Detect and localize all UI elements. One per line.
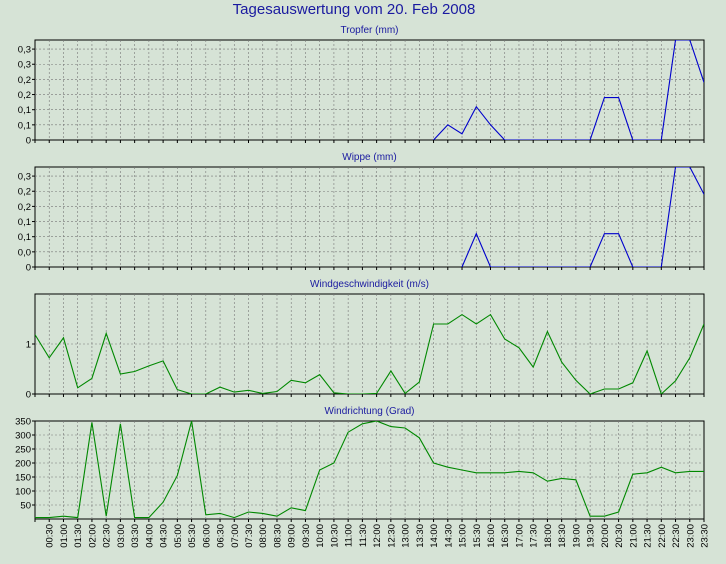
x-tick-label: 05:00 [173, 524, 184, 548]
x-tick-label: 06:30 [216, 524, 227, 548]
y-tick-label: 0,2 [18, 202, 31, 213]
x-tick-label: 17:00 [514, 524, 525, 548]
series-line-1 [433, 40, 704, 140]
x-tick-label: 01:00 [59, 524, 70, 548]
x-tick-label: 00:30 [45, 524, 56, 548]
x-tick-label: 22:00 [657, 524, 668, 548]
y-tick-label: 350 [15, 417, 31, 428]
y-tick-label: 300 [15, 431, 31, 442]
y-tick-label: 0,3 [18, 60, 31, 71]
x-tick-label: 23:00 [685, 524, 696, 548]
chart-panel-4: Windrichtung (Grad) 50 100 150 200 250 300 350 [15, 406, 705, 522]
panel-title: Windgeschwindigkeit (m/s) [310, 279, 429, 290]
x-tick-label: 05:30 [187, 524, 198, 548]
x-tick-label: 04:30 [159, 524, 170, 548]
y-tick-label: 250 [15, 445, 31, 456]
panel-title: Windrichtung (Grad) [324, 406, 414, 417]
x-tick-label: 21:30 [643, 524, 654, 548]
x-tick-label: 15:30 [472, 524, 483, 548]
x-tick-label: 01:30 [73, 524, 84, 548]
y-tick-label: 0,2 [18, 187, 31, 198]
page-title: Tagesauswertung vom 20. Feb 2008 [233, 1, 476, 18]
y-tick-label: 0,2 [18, 75, 31, 86]
series-line-1 [35, 313, 704, 394]
x-tick-label: 09:30 [301, 524, 312, 548]
x-tick-label: 21:00 [628, 524, 639, 548]
x-tick-label: 16:30 [500, 524, 511, 548]
x-tick-label: 03:00 [116, 524, 127, 548]
x-tick-label: 20:00 [600, 524, 611, 548]
y-tick-label: 0,1 [18, 217, 31, 228]
x-tick-label: 02:00 [87, 524, 98, 548]
panel-title: Wippe (mm) [342, 152, 396, 163]
chart-panel-3: Windgeschwindigkeit (m/s) 0 1 [26, 279, 705, 401]
x-tick-label: 15:00 [458, 524, 469, 548]
y-tick-label: 1 [26, 340, 31, 351]
y-tick-label: 0,1 [18, 232, 31, 243]
y-tick-label: 0 [26, 136, 31, 147]
x-tick-label: 20:30 [614, 524, 625, 548]
x-tick-label: 19:00 [571, 524, 582, 548]
x-tick-label: 08:30 [272, 524, 283, 548]
chart-panel-1: Tropfer (mm) 0 0,1 0,1 0,2 0,2 0,3 0,3 [18, 25, 705, 147]
y-tick-label: 200 [15, 459, 31, 470]
x-tick-label: 10:30 [329, 524, 340, 548]
y-tick-label: 0,3 [18, 45, 31, 56]
y-tick-label: 0,1 [18, 105, 31, 116]
x-tick-label: 03:30 [130, 524, 141, 548]
plot-area [34, 39, 705, 141]
x-tick-label: 13:30 [415, 524, 426, 548]
x-tick-label: 14:30 [443, 524, 454, 548]
y-tick-label: 0 [26, 390, 31, 401]
y-tick-label: 150 [15, 473, 31, 484]
series-line-1 [35, 421, 704, 519]
plot-area [34, 420, 705, 520]
chart-panel-2: Wippe (mm) 0 0,0 0,1 0,1 0,2 0,2 0,3 [18, 152, 705, 274]
panel-title: Tropfer (mm) [341, 25, 399, 36]
y-tick-label: 100 [15, 487, 31, 498]
x-tick-label: 04:00 [144, 524, 155, 548]
x-tick-label: 07:30 [244, 524, 255, 548]
y-tick-label: 0 [26, 263, 31, 274]
y-tick-label: 0,2 [18, 90, 31, 101]
x-tick-label: 13:00 [401, 524, 412, 548]
y-tick-label: 0,0 [18, 247, 31, 258]
x-tick-label: 09:00 [287, 524, 298, 548]
x-tick-label: 16:00 [486, 524, 497, 548]
y-tick-label: 50 [20, 501, 31, 512]
x-tick-label: 17:30 [529, 524, 540, 548]
series-line-1 [461, 167, 704, 267]
x-tick-label: 11:30 [358, 524, 369, 547]
x-tick-label: 10:00 [315, 524, 326, 548]
x-tick-label: 18:00 [543, 524, 554, 548]
x-tick-label: 12:00 [372, 524, 383, 548]
plot-area [34, 166, 705, 268]
y-tick-label: 0,1 [18, 120, 31, 131]
x-tick-label: 23:30 [700, 524, 711, 548]
x-tick-label: 12:30 [386, 524, 397, 548]
y-tick-label: 0,3 [18, 172, 31, 183]
x-tick-label: 19:30 [586, 524, 597, 548]
x-tick-label: 07:00 [230, 524, 241, 548]
x-tick-label: 06:00 [201, 524, 212, 548]
x-tick-label: 18:30 [557, 524, 568, 548]
x-tick-label: 08:00 [258, 524, 269, 548]
x-tick-label: 14:00 [429, 524, 440, 548]
x-tick-label: 11:00 [344, 524, 355, 547]
x-tick-label: 02:30 [102, 524, 113, 548]
x-tick-label: 22:30 [671, 524, 682, 548]
